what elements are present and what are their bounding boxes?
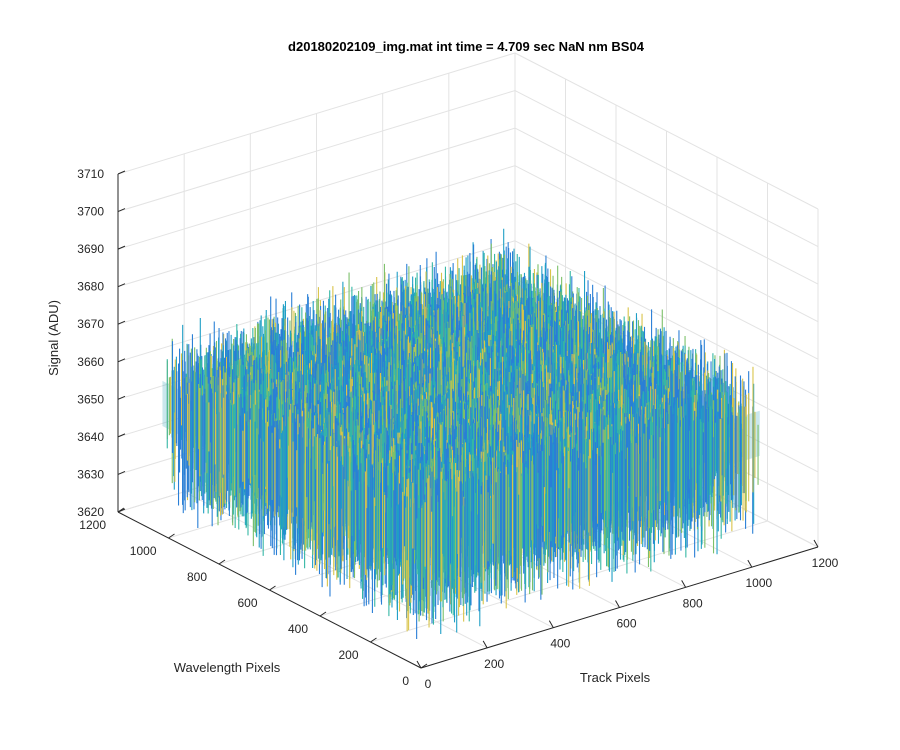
grid-back-wall-z	[117, 52, 516, 175]
grid-side-wall-z	[514, 202, 819, 360]
grid-side-wall-z	[514, 127, 819, 285]
grid-side-wall-z	[514, 165, 819, 323]
grid-side-wall-z	[514, 240, 819, 398]
grid-back-wall-z	[117, 202, 516, 325]
chart-title: d20180202109_img.mat int time = 4.709 se…	[288, 39, 645, 54]
grid-back-wall-z	[117, 127, 516, 250]
grid-back-wall-z	[117, 90, 516, 213]
grid-side-wall-z	[514, 52, 819, 210]
surface-mesh	[162, 228, 760, 639]
grid-side-wall-z	[514, 90, 819, 248]
grid-back-wall-z	[117, 165, 516, 288]
